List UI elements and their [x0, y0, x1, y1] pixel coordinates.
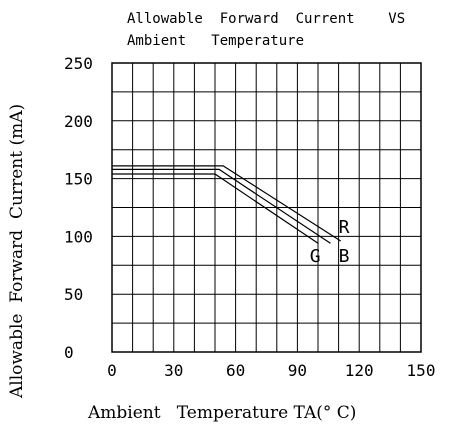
plot-border [111, 62, 422, 353]
y-tick-label: 250 [64, 54, 93, 73]
series-lines [112, 165, 342, 244]
series-line-r [112, 165, 342, 242]
x-tick-label: 0 [107, 361, 117, 380]
chart-title-line1: Allowable Forward Current VS [127, 11, 405, 27]
x-tick-label: 120 [345, 361, 374, 380]
y-tick-label: 100 [64, 227, 93, 246]
x-tick-label: 90 [288, 361, 307, 380]
grid-lines [111, 62, 422, 353]
x-axis-label: Ambient Temperature TA(° C) [87, 403, 356, 423]
series-line-b [112, 168, 331, 244]
x-tick-label: 150 [407, 361, 436, 380]
series-label-b: B [339, 246, 350, 267]
series-label-g: G [310, 246, 321, 267]
y-tick-label: 50 [64, 285, 83, 304]
y-tick-label: 200 [64, 112, 93, 131]
series-label-r: R [339, 217, 350, 238]
series-line-g [112, 173, 319, 244]
x-tick-label: 60 [226, 361, 245, 380]
plot-frame [111, 62, 422, 353]
y-tick-label: 0 [64, 343, 74, 362]
chart-title-line2: Ambient Temperature [127, 33, 304, 49]
y-axis-label: Allowable Forward Current (mA) [7, 104, 27, 399]
tick-labels: 0 50 100 150 200 250 0 30 60 90 120 150 [64, 54, 435, 380]
x-tick-label: 30 [164, 361, 183, 380]
series-labels: RBG [310, 217, 350, 267]
y-tick-label: 150 [64, 170, 93, 189]
